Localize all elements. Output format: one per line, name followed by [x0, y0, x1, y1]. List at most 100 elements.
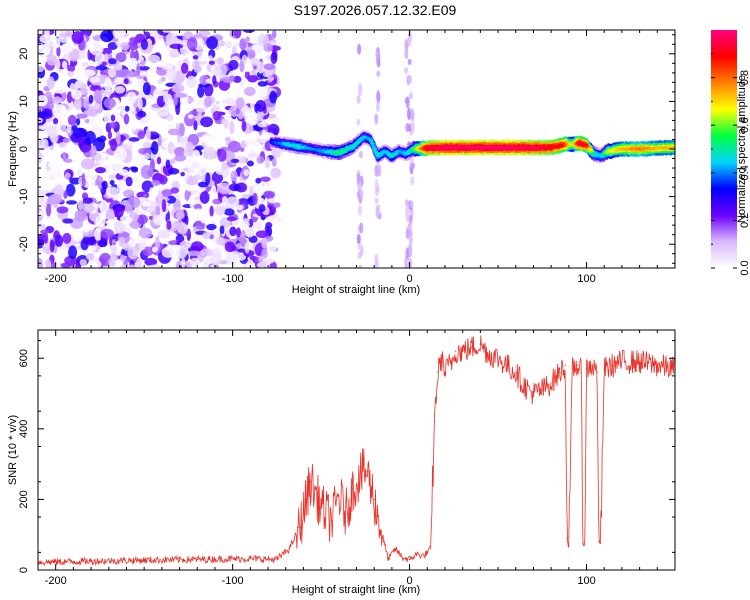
noise-blob: [82, 222, 91, 230]
snr-data-point: [447, 364, 450, 366]
noise-blob: [65, 30, 73, 37]
noise-smear: [405, 96, 410, 109]
noise-blob: [123, 189, 135, 198]
snr-x-axis-label: Height of straight line (km): [292, 584, 420, 596]
noise-blob: [236, 87, 242, 98]
snr-data-point: [470, 347, 473, 349]
noise-blob: [136, 214, 148, 225]
noise-blob: [38, 210, 43, 218]
noise-blob: [157, 229, 171, 239]
noise-blob: [38, 257, 43, 268]
noise-blob: [228, 75, 236, 82]
noise-smear: [408, 257, 413, 268]
noise-blob: [199, 191, 210, 204]
noise-blob: [162, 62, 174, 70]
noise-blob: [84, 169, 98, 183]
noise-blob: [76, 113, 88, 119]
snr-data-point: [143, 559, 145, 561]
noise-blob: [110, 114, 116, 122]
noise-blob: [67, 114, 77, 126]
noise-blob: [230, 170, 238, 182]
noise-blob: [95, 167, 106, 174]
colorbar-tick-label: 0.6: [739, 118, 750, 133]
snr-data-point: [591, 364, 593, 366]
noise-blob: [190, 184, 200, 198]
noise-blob: [184, 215, 189, 226]
noise-blob: [255, 84, 268, 99]
colorbar-tick-label: 0.8: [739, 70, 750, 85]
noise-smear: [374, 113, 379, 125]
noise-blob: [106, 186, 119, 199]
noise-blob: [198, 60, 208, 65]
noise-blob: [192, 55, 199, 60]
noise-blob: [49, 239, 55, 253]
noise-blob: [97, 183, 103, 190]
noise-blob: [107, 67, 117, 78]
snr-data-point: [598, 541, 600, 543]
noise-blob: [165, 159, 171, 169]
noise-blob: [247, 75, 259, 83]
signal-ridge: [371, 145, 376, 149]
noise-blob: [154, 235, 160, 250]
noise-blob: [261, 248, 268, 259]
noise-smear: [358, 82, 363, 97]
noise-blob: [272, 202, 281, 208]
noise-blob: [235, 97, 245, 109]
snr-data-point: [440, 357, 443, 359]
signal-ridge: [370, 142, 375, 145]
noise-blob: [233, 75, 242, 84]
noise-blob: [175, 84, 181, 98]
noise-blob: [239, 38, 247, 51]
noise-blob: [272, 30, 277, 39]
noise-blob: [156, 156, 162, 165]
noise-blob: [56, 46, 61, 57]
noise-blob: [45, 203, 52, 217]
snr-data-point: [577, 364, 579, 366]
noise-blob: [184, 189, 190, 201]
snr-data-point: [479, 343, 481, 345]
noise-blob: [65, 183, 76, 197]
spectrogram-heatmap: [38, 30, 675, 268]
spectrogram-y-axis-label: Frequency (Hz): [7, 111, 19, 187]
noise-blob: [147, 94, 154, 101]
noise-blob: [44, 215, 56, 220]
noise-blob: [66, 91, 73, 104]
snr-data-point: [559, 371, 561, 373]
snr-data-point: [532, 392, 535, 395]
noise-blob: [272, 218, 280, 229]
noise-blob: [131, 110, 137, 115]
noise-blob: [247, 153, 261, 158]
noise-blob: [270, 51, 278, 65]
noise-blob: [101, 180, 108, 190]
noise-smear: [359, 188, 364, 199]
noise-smear: [404, 48, 409, 60]
noise-blob: [83, 108, 98, 117]
noise-blob: [241, 194, 252, 199]
noise-blob: [43, 232, 49, 244]
snr-data-point: [387, 558, 389, 561]
noise-blob: [209, 252, 222, 265]
noise-blob: [148, 187, 156, 202]
signal-ridge: [372, 147, 377, 151]
noise-smear: [357, 252, 362, 259]
noise-blob: [217, 56, 224, 66]
noise-blob: [66, 200, 78, 205]
noise-blob: [135, 257, 143, 268]
x-tick-label: 0: [407, 273, 413, 285]
noise-blob: [74, 96, 82, 111]
noise-blob: [38, 137, 46, 150]
snr-y-axis-label: SNR (10 * v/v): [7, 415, 19, 485]
noise-blob: [265, 55, 273, 60]
noise-blob: [179, 123, 185, 137]
y-tick-label: -20: [18, 236, 30, 252]
noise-smear: [411, 162, 416, 169]
noise-blob: [267, 198, 279, 204]
noise-blob: [161, 189, 173, 197]
y-tick-label: 200: [18, 490, 30, 508]
snr-data-point: [488, 354, 490, 356]
noise-blob: [155, 90, 166, 97]
noise-blob: [229, 120, 235, 135]
noise-blob: [246, 259, 254, 268]
noise-blob: [266, 242, 277, 254]
noise-blob: [111, 163, 123, 172]
